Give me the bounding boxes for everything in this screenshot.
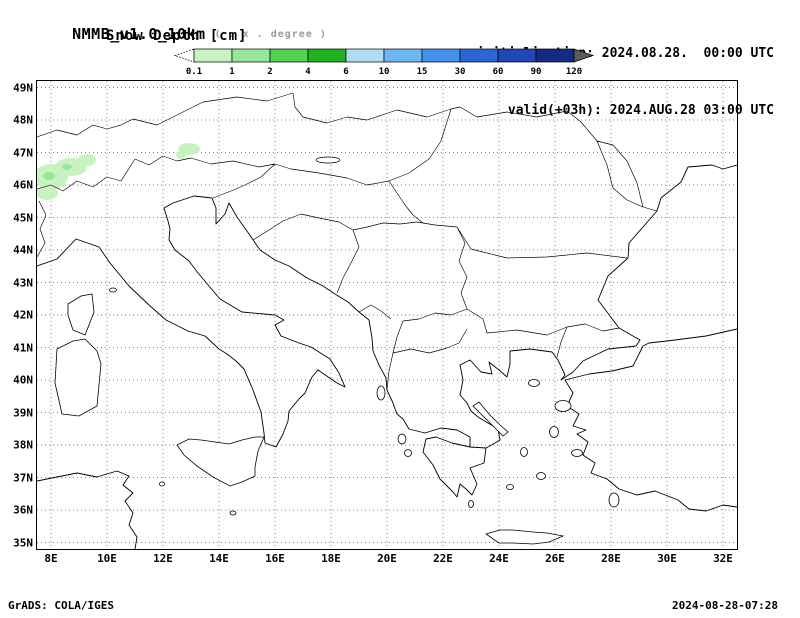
- legend-tick-label: 60: [493, 67, 504, 77]
- legend-tick-label: 2: [267, 67, 272, 77]
- lon-label: 28E: [601, 552, 621, 565]
- border-lines: [37, 92, 658, 391]
- legend-tick-label: 30: [455, 67, 466, 77]
- legend-tick-label: 0.1: [186, 67, 202, 77]
- lat-label: 40N: [13, 373, 33, 387]
- valid-time-line: valid(+03h): 2024.AUG.28 03:00 UTC: [507, 103, 774, 118]
- island-lesbos: [554, 400, 572, 412]
- legend-tick-label: 6: [343, 67, 348, 77]
- island-naxos: [536, 472, 546, 480]
- lon-label: 24E: [489, 552, 509, 565]
- lon-label: 8E: [44, 552, 58, 565]
- creation-timestamp: 2024-08-28-07:28: [672, 599, 778, 612]
- grid-lines: [37, 81, 737, 549]
- legend-underflow-arrow: [173, 48, 195, 63]
- country-borders: [37, 92, 658, 391]
- coastline-anatolia: [564, 328, 737, 512]
- lon-label: 14E: [209, 552, 229, 565]
- legend-tick-label: 1: [229, 67, 234, 77]
- legend-color-segment: [345, 48, 385, 63]
- snow-shading: [37, 143, 200, 200]
- island-euboea: [472, 401, 509, 437]
- lat-label: 36N: [13, 503, 33, 517]
- lon-label: 20E: [377, 552, 397, 565]
- coastlines: [37, 156, 737, 549]
- lat-label: 44N: [13, 243, 33, 257]
- legend-color-segment: [459, 48, 499, 63]
- island-kythira: [468, 500, 474, 508]
- island-zakynthos: [404, 449, 412, 457]
- lat-label: 43N: [13, 276, 33, 289]
- island-cephalonia: [397, 433, 407, 445]
- island-crete: [485, 529, 565, 545]
- model-title: NMMB_v1.0_10km ( . x . degree ): [34, 7, 327, 61]
- lat-label: 45N: [13, 211, 33, 224]
- legend-color-segment: [497, 48, 537, 63]
- lat-label: 49N: [13, 81, 33, 94]
- variable-title: Snow Depth [cm]: [106, 28, 248, 44]
- legend-overflow-arrow: [573, 48, 595, 63]
- legend-color-segment: [307, 48, 347, 63]
- colorbar-svg: 0.1 1 2 4 6 10 15 30 60 90 120: [173, 48, 595, 77]
- legend-color-segment: [269, 48, 309, 63]
- coastline-north-africa: [37, 470, 138, 549]
- legend-tick-label: 120: [566, 67, 582, 77]
- map-canvas: [37, 81, 737, 549]
- legend-color-segment: [193, 48, 233, 63]
- lat-label: 39N: [13, 406, 33, 419]
- legend-color-segment: [535, 48, 575, 63]
- lat-label: 41N: [13, 341, 33, 354]
- legend-tick-label: 10: [379, 67, 390, 77]
- island-sicily: [176, 436, 265, 487]
- island-corfu: [376, 385, 386, 401]
- lon-label: 16E: [265, 552, 285, 565]
- lon-label: 30E: [657, 552, 677, 565]
- lon-label: 10E: [97, 552, 117, 565]
- lat-label: 48N: [13, 113, 33, 127]
- lat-label: 35N: [13, 536, 33, 549]
- lon-label: 12E: [153, 552, 173, 565]
- island-elba: [109, 287, 117, 293]
- island-corsica: [67, 293, 95, 336]
- legend-color-segment: [231, 48, 271, 63]
- lon-label: 26E: [545, 552, 565, 565]
- legend-color-segment: [383, 48, 423, 63]
- lon-label: 22E: [433, 552, 453, 565]
- legend-color-segment: [421, 48, 461, 63]
- lat-label: 42N: [13, 308, 33, 322]
- lat-label: 47N: [13, 146, 33, 159]
- island-samos: [571, 449, 583, 457]
- map-frame: 49N 48N 47N 46N 45N 44N 43N 42N 41N 40N 39N 38N 37N 3…: [13, 80, 738, 565]
- model-resolution-note: ( . x . degree ): [214, 29, 327, 40]
- lon-label: 32E: [713, 552, 733, 565]
- lat-label: 37N: [13, 471, 33, 484]
- colorbar-legend: 0.1 1 2 4 6 10 15 30 60 90 120: [172, 47, 602, 82]
- coastline-peloponnese: [422, 436, 487, 498]
- model-name-text: NMMB_v1.0_10km: [72, 25, 206, 43]
- grads-credit: GrADS: COLA/IGES: [8, 599, 114, 612]
- island-chios: [549, 426, 559, 438]
- island-milos: [506, 484, 514, 490]
- coastline-europe-mainland: [37, 164, 737, 449]
- lake-balaton: [315, 156, 341, 164]
- island-andros: [520, 447, 528, 457]
- island-rhodes: [608, 492, 620, 508]
- legend-tick-label: 4: [305, 67, 311, 77]
- legend-tick-label: 15: [417, 67, 428, 77]
- island-lemnos: [528, 379, 540, 387]
- legend-tick-label: 90: [531, 67, 542, 77]
- island-malta: [229, 510, 237, 516]
- island-pantelleria: [159, 481, 165, 487]
- island-sardinia: [54, 338, 102, 417]
- lat-label: 46N: [13, 178, 33, 192]
- lat-label: 38N: [13, 438, 33, 452]
- lon-label: 18E: [321, 552, 341, 565]
